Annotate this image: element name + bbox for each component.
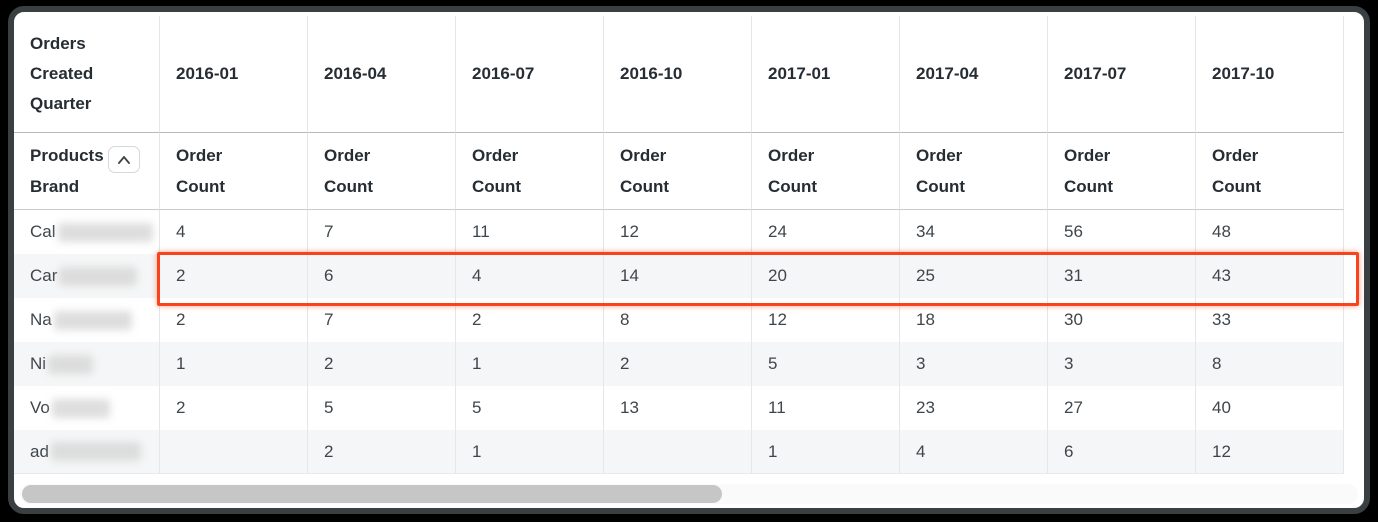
data-table-window: Orders Created Quarter 2016-01 2016-04 2… [8, 6, 1370, 514]
column-header[interactable]: 2016-07 [456, 16, 604, 133]
cell-value[interactable]: 4 [456, 254, 604, 298]
cell-value[interactable]: 11 [752, 386, 900, 430]
cell-value[interactable]: 5 [456, 386, 604, 430]
measure-header[interactable]: Order Count [1196, 133, 1344, 210]
row-label[interactable]: Na [14, 298, 160, 342]
cell-value[interactable]: 18 [900, 298, 1048, 342]
measure-header[interactable]: Order Count [1048, 133, 1196, 210]
cell-value[interactable]: 14 [604, 254, 752, 298]
cell-value[interactable]: 8 [1196, 342, 1344, 386]
cell-value[interactable]: 1 [456, 430, 604, 474]
cell-value[interactable]: 1 [752, 430, 900, 474]
column-header[interactable]: 2017-10 [1196, 16, 1344, 133]
cell-value[interactable]: 2 [308, 430, 456, 474]
redacted-text [57, 222, 153, 242]
corner-header: Orders Created Quarter [14, 16, 160, 133]
cell-value[interactable]: 24 [752, 210, 900, 254]
cell-value[interactable]: 7 [308, 298, 456, 342]
cell-value[interactable]: 2 [160, 254, 308, 298]
cell-value[interactable]: 12 [752, 298, 900, 342]
horizontal-scrollbar[interactable] [20, 484, 1358, 504]
cell-value[interactable]: 2 [160, 298, 308, 342]
column-header[interactable]: 2017-04 [900, 16, 1048, 133]
cell-value[interactable]: 3 [1048, 342, 1196, 386]
row-dimension-header[interactable]: Products Brand [14, 133, 160, 210]
cell-value[interactable]: 4 [900, 430, 1048, 474]
cell-value[interactable]: 56 [1048, 210, 1196, 254]
cell-value[interactable]: 8 [604, 298, 752, 342]
column-header[interactable]: 2016-01 [160, 16, 308, 133]
cell-value[interactable]: 30 [1048, 298, 1196, 342]
measure-header[interactable]: Order Count [900, 133, 1048, 210]
cell-value[interactable]: 23 [900, 386, 1048, 430]
scrollbar-thumb[interactable] [22, 485, 722, 503]
measure-header[interactable]: Order Count [752, 133, 900, 210]
column-header[interactable]: 2016-10 [604, 16, 752, 133]
cell-value[interactable]: 11 [456, 210, 604, 254]
cell-value[interactable]: 20 [752, 254, 900, 298]
cell-value[interactable]: 2 [308, 342, 456, 386]
cell-value[interactable]: 40 [1196, 386, 1344, 430]
column-header[interactable]: 2017-07 [1048, 16, 1196, 133]
cell-value[interactable]: 3 [900, 342, 1048, 386]
row-label[interactable]: Ni [14, 342, 160, 386]
cell-value[interactable]: 33 [1196, 298, 1344, 342]
cell-value[interactable]: 5 [752, 342, 900, 386]
column-header[interactable]: 2016-04 [308, 16, 456, 133]
cell-value[interactable]: 7 [308, 210, 456, 254]
row-label[interactable]: Cal [14, 210, 160, 254]
sort-button[interactable] [108, 146, 140, 173]
cell-value[interactable]: 27 [1048, 386, 1196, 430]
redacted-text [50, 442, 141, 461]
measure-header[interactable]: Order Count [604, 133, 752, 210]
cell-value[interactable]: 34 [900, 210, 1048, 254]
cell-value[interactable]: 2 [456, 298, 604, 342]
redacted-text [59, 266, 138, 286]
cell-value[interactable]: 6 [308, 254, 456, 298]
cell-value[interactable]: 2 [160, 386, 308, 430]
cell-value[interactable]: 13 [604, 386, 752, 430]
chevron-up-icon [118, 155, 130, 164]
column-header[interactable]: 2017-01 [752, 16, 900, 133]
pivot-table: Orders Created Quarter 2016-01 2016-04 2… [14, 16, 1359, 474]
measure-header[interactable]: Order Count [456, 133, 604, 210]
cell-value[interactable]: 25 [900, 254, 1048, 298]
measure-header[interactable]: Order Count [308, 133, 456, 210]
cell-value[interactable]: 6 [1048, 430, 1196, 474]
row-label[interactable]: Car [14, 254, 160, 298]
cell-value[interactable] [604, 430, 752, 474]
cell-value[interactable]: 2 [604, 342, 752, 386]
cell-value[interactable]: 12 [604, 210, 752, 254]
cell-value[interactable]: 48 [1196, 210, 1344, 254]
cell-value[interactable]: 31 [1048, 254, 1196, 298]
cell-value[interactable]: 4 [160, 210, 308, 254]
cell-value[interactable]: 1 [456, 342, 604, 386]
cell-value[interactable]: 5 [308, 386, 456, 430]
row-label[interactable]: ad [14, 430, 160, 474]
cell-value[interactable]: 43 [1196, 254, 1344, 298]
redacted-text [48, 354, 94, 374]
cell-value[interactable]: 1 [160, 342, 308, 386]
redacted-text [53, 310, 132, 330]
cell-value[interactable]: 12 [1196, 430, 1344, 474]
row-label[interactable]: Vo [14, 386, 160, 430]
cell-value[interactable] [160, 430, 308, 474]
redacted-text [51, 398, 110, 418]
measure-header[interactable]: Order Count [160, 133, 308, 210]
